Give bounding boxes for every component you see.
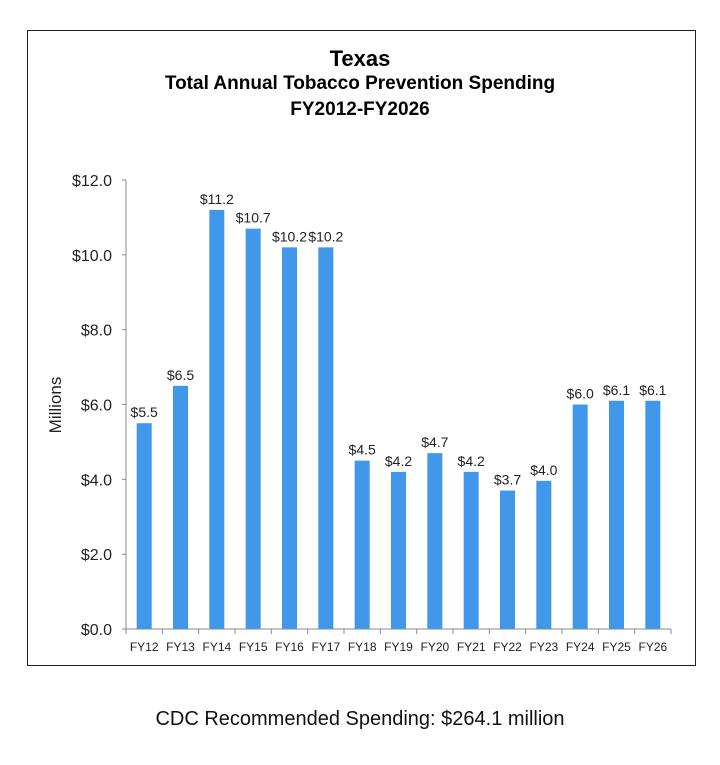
bar-fy22 xyxy=(500,490,515,629)
bar-fy19 xyxy=(391,471,406,629)
data-label: $4.2 xyxy=(385,453,412,469)
data-label: $3.7 xyxy=(494,472,521,488)
x-tick-label: FY22 xyxy=(493,640,522,654)
y-axis-label: Millions xyxy=(46,377,65,434)
bar-fy13 xyxy=(173,385,188,629)
x-tick-label: FY25 xyxy=(602,640,631,654)
data-label: $5.5 xyxy=(131,404,158,420)
x-tick-label: FY21 xyxy=(457,640,486,654)
chart-frame xyxy=(27,30,696,666)
y-tick-label: $12.0 xyxy=(72,173,112,190)
y-tick-label: $6.0 xyxy=(81,398,112,415)
bar-fy20 xyxy=(427,453,443,629)
chart-subtitle-line2: FY2012-FY2026 xyxy=(290,99,430,120)
x-tick-label: FY12 xyxy=(130,640,159,654)
x-tick-label: FY24 xyxy=(566,640,595,654)
y-tick-label: $2.0 xyxy=(81,547,112,564)
chart-subtitle-line1: Total Annual Tobacco Prevention Spending xyxy=(164,73,556,94)
data-label: $4.2 xyxy=(458,453,485,469)
x-tick-label: FY26 xyxy=(638,640,667,654)
data-label: $6.0 xyxy=(567,386,594,402)
data-label: $10.2 xyxy=(308,228,343,244)
bar-fy15 xyxy=(245,228,261,629)
x-tick-label: FY18 xyxy=(348,640,377,654)
data-label: $6.5 xyxy=(167,367,194,383)
x-tick-label: FY19 xyxy=(384,640,413,654)
data-label: $4.5 xyxy=(349,442,376,458)
bar-fy14 xyxy=(209,209,225,629)
data-label: $4.7 xyxy=(421,434,448,450)
chart-title: Texas xyxy=(329,46,391,71)
data-label: $6.1 xyxy=(603,382,630,398)
data-label: $10.2 xyxy=(272,228,307,244)
x-tick-label: FY15 xyxy=(239,640,268,654)
bar-fy18 xyxy=(354,460,370,629)
data-label: $4.0 xyxy=(530,462,557,478)
footer-note: CDC Recommended Spending: $264.1 million xyxy=(155,708,565,730)
bar-fy23 xyxy=(536,480,552,629)
bar-fy17 xyxy=(318,247,334,629)
y-tick-label: $0.0 xyxy=(81,622,112,639)
x-tick-label: FY16 xyxy=(275,640,304,654)
x-tick-label: FY23 xyxy=(529,640,558,654)
data-label: $6.1 xyxy=(639,382,666,398)
bar-fy25 xyxy=(609,400,624,629)
y-tick-label: $8.0 xyxy=(81,323,112,340)
y-tick-label: $4.0 xyxy=(81,472,112,489)
bar-fy16 xyxy=(282,247,297,629)
data-label: $10.7 xyxy=(236,210,271,226)
x-tick-label: FY17 xyxy=(311,640,340,654)
bar-fy26 xyxy=(645,400,661,629)
bar-fy21 xyxy=(463,471,479,629)
x-tick-label: FY13 xyxy=(166,640,195,654)
x-tick-label: FY14 xyxy=(202,640,231,654)
y-tick-label: $10.0 xyxy=(72,248,112,265)
x-tick-label: FY20 xyxy=(420,640,449,654)
bar-fy24 xyxy=(572,404,588,629)
bar-fy12 xyxy=(136,423,152,629)
data-label: $11.2 xyxy=(200,191,234,207)
